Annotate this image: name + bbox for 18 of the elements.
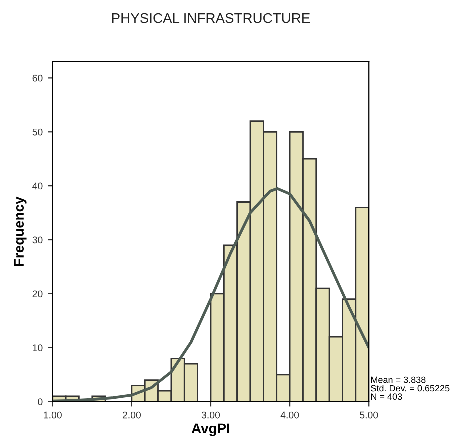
text: Mean = 3.838 <box>371 376 426 384</box>
y-tick-label: 10 <box>33 344 43 352</box>
y-tick-label: 50 <box>32 128 43 136</box>
y-tick-label: 60 <box>32 74 43 82</box>
x-tick-label: 5.00 <box>360 412 378 419</box>
y-tick-label: 20 <box>32 290 43 298</box>
y-axis-title: Frequency <box>14 196 27 266</box>
y-tick-label: 30 <box>32 236 43 244</box>
y-tick-label: 0 <box>38 398 43 406</box>
chart-title: PHYSICAL INFRASTRUCTURE <box>112 13 310 24</box>
x-tick-label: 2.00 <box>122 412 142 419</box>
x-tick-label: 3.00 <box>202 412 220 419</box>
x-axis-title: AvgPI <box>192 424 230 436</box>
y-tick-label: 40 <box>32 182 43 190</box>
x-tick-label: 1.00 <box>44 412 62 419</box>
x-tick-label: 4.00 <box>280 412 300 419</box>
text: Std. Dev. = 0.65225 <box>371 385 450 392</box>
text: N = 403 <box>371 394 402 400</box>
